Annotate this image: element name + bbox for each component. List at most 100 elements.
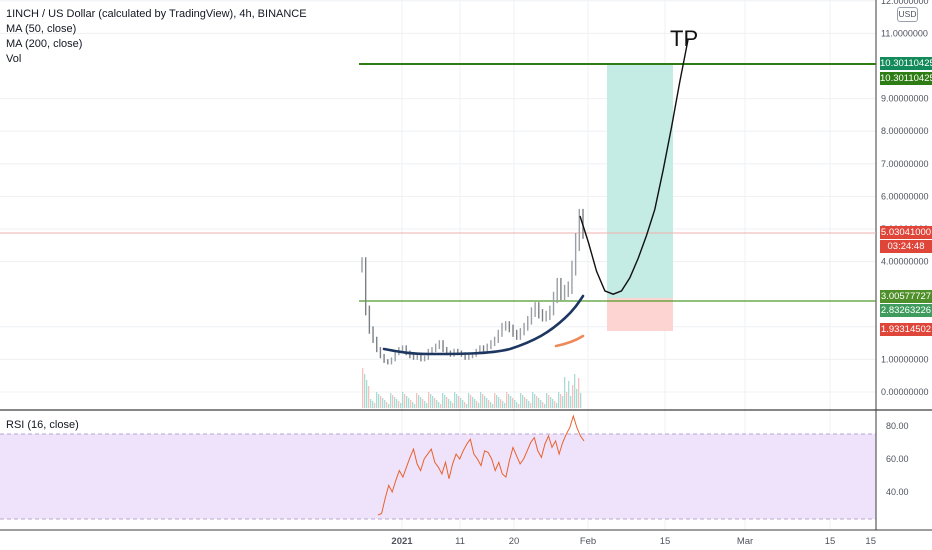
price-tick-label: 9.00000000 — [881, 94, 929, 104]
volume-bar — [386, 402, 388, 408]
price-tick-label: 8.00000000 — [881, 126, 929, 136]
rsi-legend[interactable]: RSI (16, close) — [6, 419, 79, 431]
price-tag-tp-line: 10.30110425 — [880, 72, 932, 85]
price-tag-support: 3.00577727 — [880, 290, 932, 303]
volume-bar — [404, 394, 406, 408]
volume-bar — [536, 396, 538, 408]
volume-bar — [412, 402, 414, 408]
price-tag-last: 5.03041000 — [880, 226, 932, 239]
ma50-legend[interactable]: MA (50, close) — [6, 23, 77, 35]
price-tag-tp: 10.30110425 — [880, 57, 932, 70]
volume-bar — [554, 401, 556, 408]
volume-bar — [510, 396, 512, 408]
currency-badge[interactable]: USD — [897, 7, 918, 22]
volume-bar — [416, 393, 418, 408]
volume-bar — [552, 399, 554, 408]
volume-bar — [488, 400, 490, 408]
price-tick-label: 1.00000000 — [881, 354, 929, 364]
volume-bar — [394, 397, 396, 408]
countdown-tag: 03:24:48 — [880, 240, 932, 253]
volume-legend[interactable]: Vol — [6, 53, 22, 65]
volume-bar — [470, 395, 472, 408]
rsi-tick-label: 60.00 — [886, 454, 909, 464]
volume-bar — [428, 392, 430, 408]
time-tick-label: 2021 — [391, 536, 413, 547]
volume-bar — [540, 400, 542, 408]
price-tick-label: 0.00000000 — [881, 387, 929, 397]
time-tick-label: 20 — [509, 536, 520, 547]
volume-bar — [392, 395, 394, 408]
volume-bar — [372, 401, 374, 408]
volume-bar — [482, 394, 484, 408]
volume-bar — [376, 392, 378, 408]
volume-bar — [384, 400, 386, 408]
volume-bar — [472, 397, 474, 408]
volume-bar — [542, 402, 544, 408]
volume-bar — [466, 404, 468, 408]
volume-bar — [486, 398, 488, 408]
volume-bar — [532, 392, 534, 408]
volume-bar — [480, 392, 482, 408]
price-tick-label: 6.00000000 — [881, 191, 929, 201]
volume-bar — [564, 377, 566, 408]
volume-bar — [578, 378, 580, 408]
profit-zone — [607, 64, 673, 298]
volume-bar — [464, 402, 466, 408]
volume-bar — [498, 397, 500, 408]
price-candles — [361, 208, 584, 365]
volume-bar — [500, 399, 502, 408]
volume-bar — [462, 400, 464, 408]
volume-bar — [452, 403, 454, 408]
loss-zone — [607, 298, 673, 331]
volume-bar — [524, 397, 526, 408]
volume-bar — [580, 393, 582, 408]
rsi-tick-label: 40.00 — [886, 487, 909, 497]
volume-bar — [538, 398, 540, 408]
volume-bar — [502, 401, 504, 408]
volume-bar — [530, 403, 532, 408]
volume-bar — [456, 394, 458, 408]
volume-bar — [444, 395, 446, 408]
volume-bar — [516, 402, 518, 408]
volume-bar — [424, 401, 426, 408]
time-axis-ticks: 2021 11 20 Feb 15 Mar 15 15 — [391, 536, 876, 547]
volume-bar — [518, 404, 520, 408]
volume-bar — [522, 395, 524, 408]
volume-bar — [556, 403, 558, 408]
volume-bar — [420, 397, 422, 408]
volume-bar — [374, 403, 376, 408]
volume-bar — [448, 399, 450, 408]
volume-bar — [474, 399, 476, 408]
rsi-axis-ticks: 40.00 60.00 80.00 — [886, 421, 909, 497]
volume-bar — [504, 403, 506, 408]
volume-bar — [560, 394, 562, 408]
volume-bar — [460, 398, 462, 408]
volume-bar — [576, 389, 578, 408]
price-tick-label: 4.00000000 — [881, 257, 929, 267]
volume-bar — [512, 398, 514, 408]
volume-bar — [570, 396, 572, 408]
volume-bar — [492, 404, 494, 408]
volume-bar — [478, 403, 480, 408]
time-tick-label: Mar — [737, 536, 753, 547]
volume-bar — [550, 397, 552, 408]
rsi-line — [377, 414, 585, 516]
volume-bar — [414, 404, 416, 408]
volume-bar — [468, 393, 470, 408]
volume-bar — [370, 399, 372, 408]
volume-bar — [490, 402, 492, 408]
ma-orange-curve — [554, 334, 585, 348]
volume-bar — [438, 402, 440, 408]
volume-bar — [544, 404, 546, 408]
price-tick-label: 7.00000000 — [881, 159, 929, 169]
rsi-tick-label: 80.00 — [886, 421, 909, 431]
volume-bar — [378, 394, 380, 408]
volume-bar — [430, 394, 432, 408]
volume-bar — [528, 401, 530, 408]
ma200-legend[interactable]: MA (200, close) — [6, 38, 83, 50]
volume-bar — [434, 398, 436, 408]
volume-bar — [396, 399, 398, 408]
volume-bar — [426, 403, 428, 408]
volume-bar — [568, 381, 570, 408]
